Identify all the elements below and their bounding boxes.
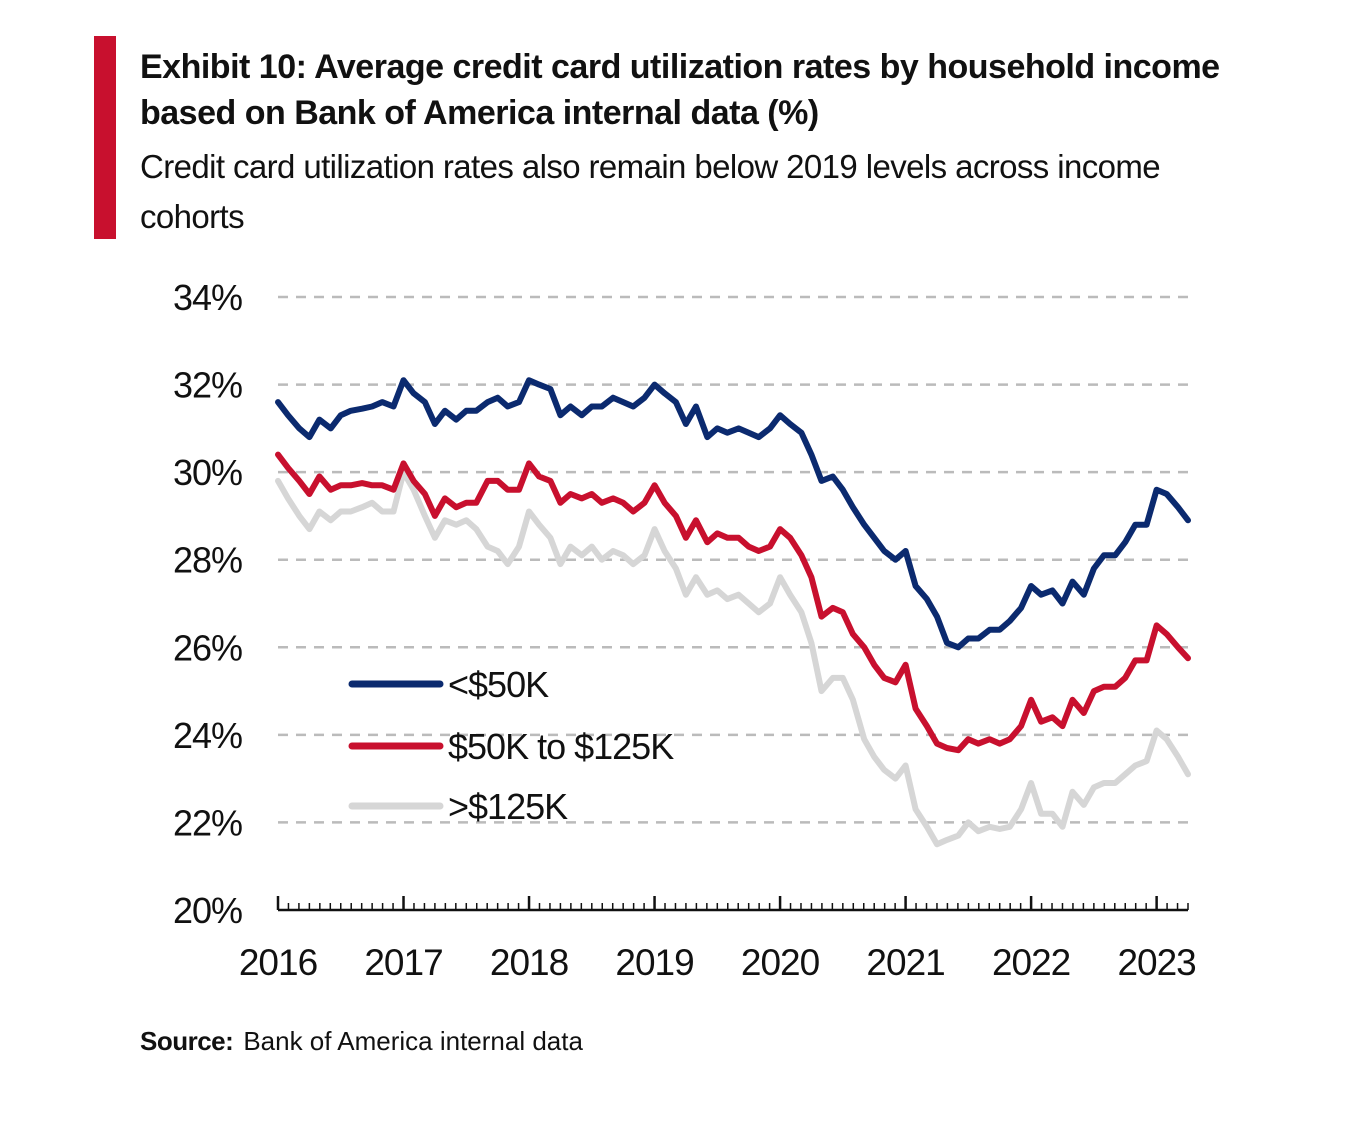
y-tick-label: 30% (173, 452, 242, 493)
series-lines (275, 377, 1191, 848)
grid (278, 295, 1188, 824)
source-note: Source: Bank of America internal data (140, 1026, 583, 1057)
source-text: Bank of America internal data (243, 1026, 583, 1056)
x-axis: 2016 2017 2018 2019 2020 2021 2022 2023 (239, 896, 1197, 983)
x-tick-label: 2016 (239, 942, 317, 983)
y-axis: 20% 22% 24% 26% 28% 30% 32% 34% (173, 277, 243, 931)
y-tick-label: 22% (173, 802, 242, 843)
x-tick-label: 2020 (741, 942, 820, 983)
y-tick-label: 28% (173, 540, 242, 581)
series-line (275, 469, 1191, 848)
x-tick-label: 2017 (364, 942, 442, 983)
chart-subtitle: Credit card utilization rates also remai… (140, 148, 1161, 235)
y-tick-label: 20% (173, 890, 242, 931)
chart-title: Exhibit 10: Average credit card utilizat… (140, 48, 1220, 132)
x-tick-label: 2023 (1117, 942, 1195, 983)
series-line (275, 377, 1191, 651)
line-chart: 20%22%24%26%28%30%32%34% 2016 2017 2018 201… (173, 277, 1197, 983)
x-tick-label: 2021 (866, 942, 944, 983)
series-line (275, 451, 1191, 754)
legend: <$50K $50K to $125K >$125K (348, 664, 675, 827)
y-tick-label: 24% (173, 715, 242, 756)
y-tick-label: 34% (173, 277, 242, 318)
legend-label: $50K to $125K (448, 726, 674, 767)
y-tick-label: 32% (173, 365, 242, 406)
x-tick-label: 2019 (615, 942, 693, 983)
source-label: Source: (140, 1026, 234, 1056)
legend-label: >$125K (448, 786, 568, 827)
accent-bar (94, 36, 116, 239)
x-tick-label: 2022 (992, 942, 1070, 983)
legend-label: <$50K (448, 664, 549, 705)
y-tick-label: 26% (173, 627, 242, 668)
x-tick-label: 2018 (490, 942, 568, 983)
